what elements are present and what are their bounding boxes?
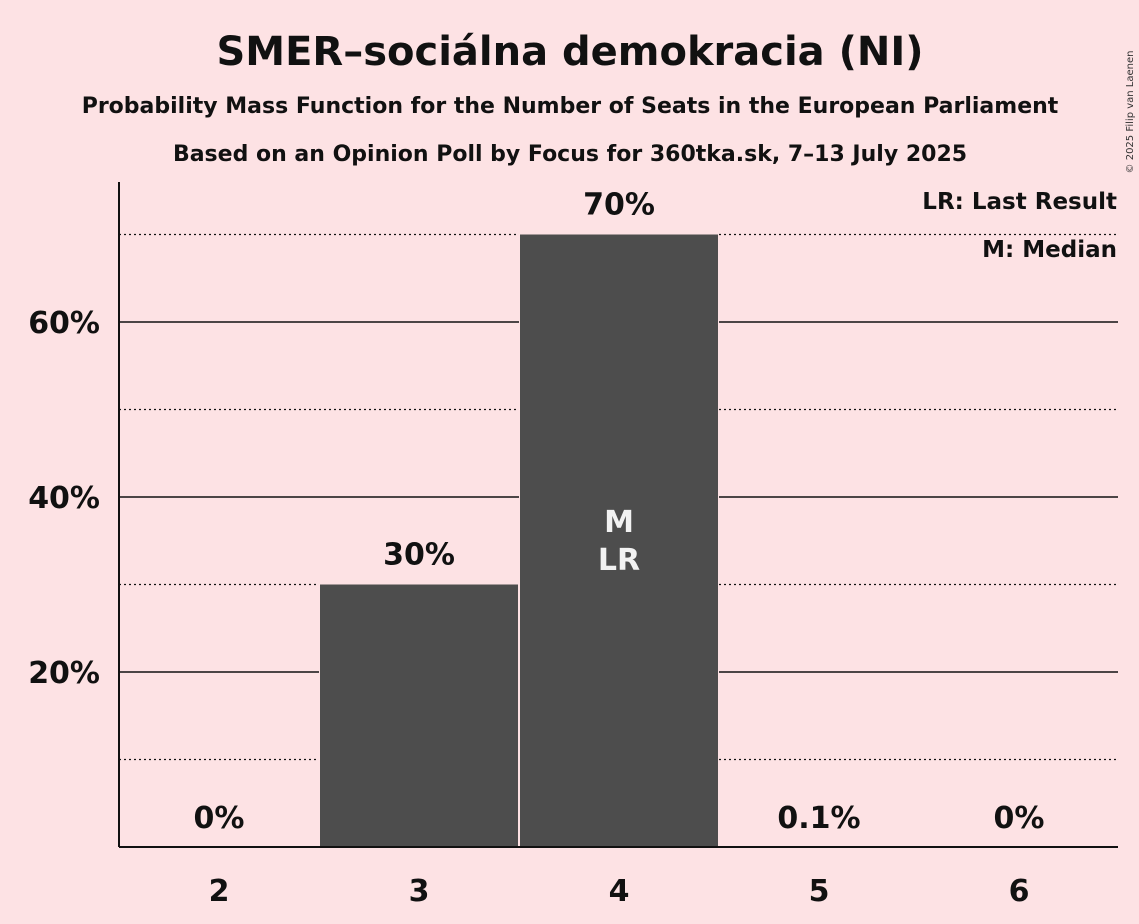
- labels: 20% 40% 60% 0% 2 30% 3 70% 4 MLR 0.1% 5 0% 6: [28, 188, 1044, 910]
- y-tick-label: 60%: [28, 306, 100, 341]
- chart-subtitle: Probability Mass Function for the Number…: [82, 94, 1059, 119]
- bar: [320, 584, 518, 847]
- bar-value-label: 0.1%: [777, 801, 860, 836]
- bars: [319, 231, 919, 847]
- bar-value-label: 0%: [994, 801, 1045, 836]
- median-marker: M: [604, 505, 634, 540]
- bar: [520, 234, 718, 847]
- x-tick-label: 4: [609, 874, 630, 909]
- x-tick-label: 6: [1009, 874, 1030, 909]
- copyright-text: © 2025 Filip van Laenen: [1125, 51, 1136, 174]
- bar-value-label: 0%: [194, 801, 245, 836]
- x-tick-label: 2: [209, 874, 230, 909]
- y-tick-label: 20%: [28, 656, 100, 691]
- last-result-marker: LR: [598, 543, 640, 578]
- bar-value-label: 70%: [583, 188, 655, 223]
- bar-gap: [719, 843, 919, 847]
- legend-median: M: Median: [982, 237, 1117, 263]
- chart-title: SMER–sociálna demokracia (NI): [216, 29, 923, 75]
- gridlines: [119, 233, 1118, 761]
- legend-last-result: LR: Last Result: [922, 189, 1117, 215]
- axes: [118, 182, 1118, 848]
- x-tick-label: 5: [809, 874, 830, 909]
- y-tick-label: 40%: [28, 481, 100, 516]
- chart-subtitle-source: Based on an Opinion Poll by Focus for 36…: [173, 142, 967, 167]
- bar-value-label: 30%: [383, 538, 455, 573]
- x-tick-label: 3: [409, 874, 430, 909]
